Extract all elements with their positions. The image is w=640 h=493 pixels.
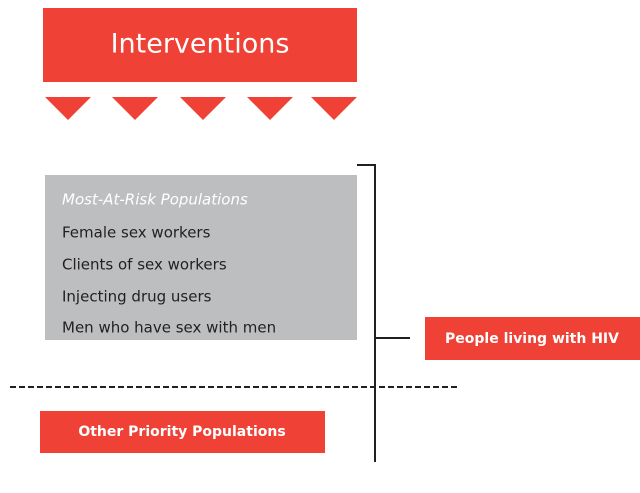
arrows bbox=[45, 97, 357, 120]
population-item: Men who have sex with men bbox=[62, 319, 276, 337]
population-item: Injecting drug users bbox=[62, 288, 212, 306]
bracket bbox=[357, 164, 410, 462]
interventions-box bbox=[43, 8, 357, 82]
populations-box bbox=[45, 175, 357, 340]
populations-title: Most-At-Risk Populations bbox=[62, 191, 248, 209]
arrow bbox=[180, 97, 226, 120]
arrow bbox=[45, 97, 91, 120]
bracket-line bbox=[357, 164, 376, 462]
arrow bbox=[311, 97, 357, 120]
outcome-label: People living with HIV bbox=[445, 331, 619, 347]
other-label: Other Priority Populations bbox=[78, 424, 285, 440]
arrow bbox=[112, 97, 158, 120]
interventions-title: Interventions bbox=[111, 29, 290, 60]
other-box bbox=[40, 411, 325, 453]
outcome-box bbox=[425, 317, 640, 360]
population-item: Female sex workers bbox=[62, 224, 211, 242]
population-item: Clients of sex workers bbox=[62, 256, 227, 274]
arrow bbox=[247, 97, 293, 120]
